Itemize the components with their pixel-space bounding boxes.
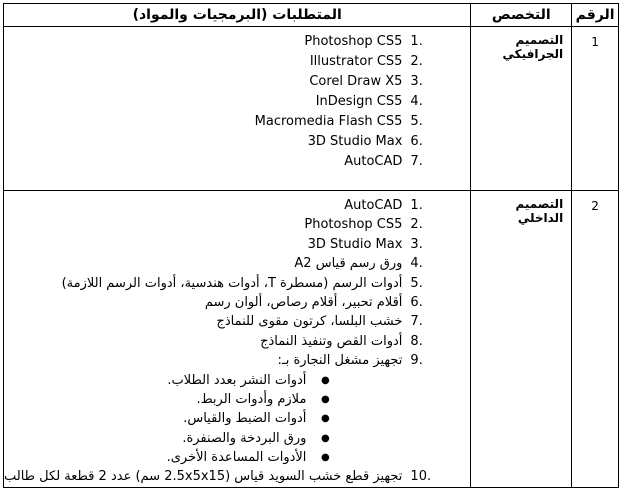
row-specialization: التصميم الجرافيكي (470, 26, 573, 191)
list-item: 5. أدوات الرسم (مسطرة T، أدوات هندسية، أد… (4, 274, 470, 293)
row-number: 1 (571, 26, 619, 191)
list-item: 8. أدوات القص وتنفيذ النماذج (4, 332, 470, 351)
bullet-text: ورق البردخة والصنفرة. (182, 430, 307, 446)
item-number: 9. (410, 353, 423, 369)
bullet-text: أدوات الضبط والقياس. (183, 411, 307, 427)
list-item: 5. Macromedia Flash CS5 (4, 112, 470, 132)
item-number: 8. (410, 333, 423, 349)
item-text: 3D Studio Max (307, 134, 403, 149)
bullet-item: ● أدوات النشر بعدد الطلاب. (4, 371, 470, 390)
item-text: ورق رسم قياس A2 (294, 256, 403, 272)
row-requirements: 1. AutoCAD 2. Photoshop CS5 3. 3D Studio Max 4… (2, 190, 472, 488)
bullet-item: ● ورق البردخة والصنفرة. (4, 429, 470, 448)
list-item: 9. تجهيز مشغل النجارة بـ: (4, 351, 470, 370)
item-text: أقلام تحبير، أقلام رصاص، ألوان رسم (204, 294, 403, 310)
list-item: 6. 3D Studio Max (4, 132, 470, 152)
list-item: 1. Photoshop CS5 (4, 32, 470, 52)
item-text: Photoshop CS5 (304, 217, 403, 233)
item-number: 4. (410, 94, 423, 109)
item-number: 6. (410, 134, 423, 149)
requirements-table: الرقم التخصص المتطلبات (البرمجيات والموا… (2, 3, 619, 488)
list-item: 4. ورق رسم قياس A2 (4, 254, 470, 273)
item-number: 7. (410, 314, 423, 330)
item-number: 5. (410, 114, 423, 129)
row-specialization: التصميم الداخلي (470, 190, 573, 488)
list-item: 4. InDesign CS5 (4, 92, 470, 112)
item-text: AutoCAD (344, 154, 403, 169)
header-row: الرقم التخصص المتطلبات (البرمجيات والموا… (2, 3, 619, 27)
list-item: 3. Corel Draw X5 (4, 72, 470, 92)
item-number: 1. (410, 198, 423, 213)
table-row: 1 التصميم الجرافيكي 1. Photoshop CS5 2. Ill… (2, 26, 619, 191)
bullet-icon: ● (321, 374, 330, 386)
item-text: 3D Studio Max (307, 236, 403, 252)
item-number: 3. (410, 74, 423, 89)
bullet-item: ● أدوات الضبط والقياس. (4, 409, 470, 428)
item-text: Corel Draw X5 (309, 74, 403, 89)
item-number: 2. (410, 54, 423, 69)
item-text: InDesign CS5 (315, 94, 403, 109)
item-text: Macromedia Flash CS5 (254, 114, 403, 129)
item-text: أدوات القص وتنفيذ النماذج (260, 333, 403, 349)
item-number: 4. (410, 256, 423, 272)
item-text: Photoshop CS5 (304, 34, 403, 49)
item-text: تجهيز قطع خشب السويد قياس (2.5x5x15 سم) … (4, 469, 403, 485)
row-requirements: 1. Photoshop CS5 2. Illustrator CS5 3. Corel … (2, 26, 472, 191)
bullet-text: أدوات النشر بعدد الطلاب. (167, 372, 307, 388)
list-item: 6. أقلام تحبير، أقلام رصاص، ألوان رسم (4, 293, 470, 312)
item-number: 5. (410, 275, 423, 291)
list-item: 7. AutoCAD (4, 152, 470, 172)
row-number: 2 (571, 190, 619, 488)
table-row: 2 التصميم الداخلي 1. AutoCAD 2. Photoshop C… (2, 190, 619, 488)
item-number: 2. (410, 217, 423, 233)
list-item: 3. 3D Studio Max (4, 235, 470, 254)
item-text: Illustrator CS5 (309, 54, 403, 69)
item-text: خشب البلسا، كرتون مقوى للنماذج (216, 314, 403, 330)
item-text: AutoCAD (344, 198, 403, 213)
list-item: 2. Illustrator CS5 (4, 52, 470, 72)
bullet-item: ● ملازم وأدوات الربط. (4, 390, 470, 409)
list-item: 7. خشب البلسا، كرتون مقوى للنماذج (4, 312, 470, 331)
item-number: 6. (410, 294, 423, 310)
list-item: 1. AutoCAD (4, 196, 470, 215)
bullet-text: الأدوات المساعدة الأخرى. (166, 450, 307, 466)
item-number: 10. (410, 469, 432, 485)
list-item: 10. تجهيز قطع خشب السويد قياس (2.5x5x15 س… (4, 467, 470, 486)
bullet-icon: ● (321, 413, 330, 425)
header-number: الرقم (571, 3, 619, 27)
bullet-icon: ● (321, 432, 330, 444)
bullet-icon: ● (321, 393, 330, 405)
bullet-item: ● الأدوات المساعدة الأخرى. (4, 448, 470, 467)
item-text: أدوات الرسم (مسطرة T، أدوات هندسية، أدوا… (61, 275, 403, 291)
item-text: تجهيز مشغل النجارة بـ: (277, 353, 403, 369)
bullet-text: ملازم وأدوات الربط. (196, 391, 307, 407)
item-number: 3. (410, 236, 423, 252)
bullet-icon: ● (321, 452, 330, 464)
header-specialization: التخصص (470, 3, 573, 27)
item-number: 1. (410, 34, 423, 49)
item-number: 7. (410, 154, 423, 169)
list-item: 2. Photoshop CS5 (4, 215, 470, 234)
header-requirements: المتطلبات (البرمجيات والمواد) (2, 3, 472, 27)
